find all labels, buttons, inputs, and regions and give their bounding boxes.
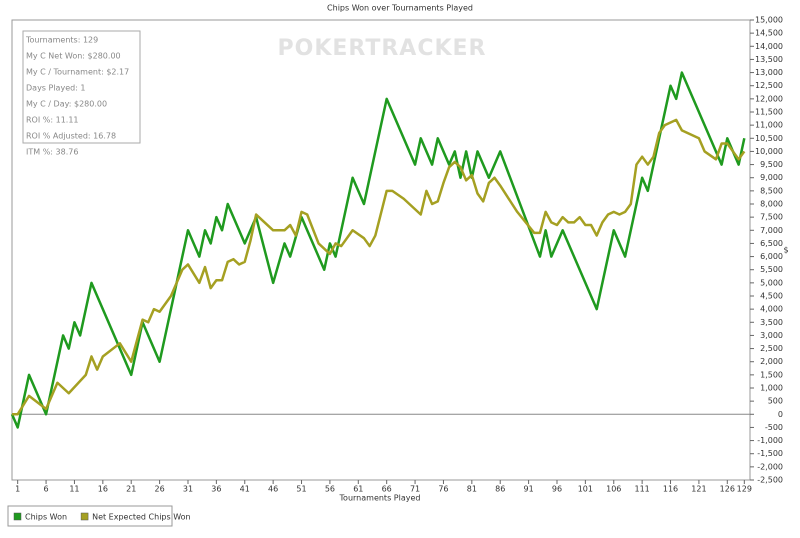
x-tick-label: 31 [183, 485, 193, 494]
x-axis-label: Tournaments Played [339, 494, 421, 503]
y-tick-label: 10,000 [755, 147, 783, 156]
info-line: My C / Day: $280.00 [26, 100, 107, 109]
x-tick-label: 66 [382, 485, 392, 494]
y-tick-label: 4,500 [760, 292, 783, 301]
info-line: My C / Tournament: $2.17 [26, 68, 129, 77]
y-tick-label: 10,500 [755, 134, 783, 143]
legend-swatch [13, 512, 22, 521]
y-tick-label: 7,000 [760, 226, 783, 235]
y-tick-label: 11,500 [755, 108, 783, 117]
y-tick-label: 7,500 [760, 213, 783, 222]
legend-swatch [80, 512, 89, 521]
x-tick-label: 111 [634, 485, 649, 494]
x-tick-label: 36 [211, 485, 221, 494]
y-tick-label: 1,500 [760, 370, 783, 379]
y-tick-label: -1,000 [757, 436, 783, 445]
y-tick-label: 3,000 [760, 331, 783, 340]
chart-title: Chips Won over Tournaments Played [327, 4, 473, 13]
y-tick-label: 4,000 [760, 305, 783, 314]
x-tick-label: 56 [325, 485, 335, 494]
x-tick-label: 81 [467, 485, 477, 494]
y-tick-label: 12,000 [755, 94, 783, 103]
plot-border [11, 19, 751, 481]
info-line: My C Net Won: $280.00 [26, 52, 121, 61]
y-tick-label: 5,000 [760, 278, 783, 287]
info-box [22, 30, 141, 144]
y-tick-label: 9,000 [760, 173, 783, 182]
y-tick-label: 12,500 [755, 81, 783, 90]
x-tick-label: 61 [353, 485, 363, 494]
x-tick-label: 96 [552, 485, 562, 494]
info-line: ITM %: 38.76 [26, 148, 78, 157]
y-tick-label: 1,000 [760, 384, 783, 393]
x-tick-label: 11 [69, 485, 79, 494]
series-line [10, 71, 746, 429]
y-axis-label: $ [783, 246, 788, 255]
y-tick-label: 6,500 [760, 239, 783, 248]
x-tick-label: 46 [268, 485, 278, 494]
watermark: POKERTRACKER [278, 36, 487, 61]
legend-label: Net Expected Chips Won [92, 513, 191, 522]
legend [7, 505, 173, 527]
x-tick-label: 101 [578, 485, 593, 494]
y-tick-label: 9,500 [760, 160, 783, 169]
x-tick-label: 26 [155, 485, 165, 494]
y-tick-label: 14,000 [755, 42, 783, 51]
x-tick-label: 6 [44, 485, 49, 494]
x-tick-label: 41 [240, 485, 250, 494]
x-tick-label: 116 [663, 485, 678, 494]
series-line [12, 118, 746, 416]
y-tick-label: 13,000 [755, 68, 783, 77]
y-tick-label: 2,000 [760, 357, 783, 366]
x-tick-label: 121 [691, 485, 706, 494]
y-tick-label: -2,000 [757, 462, 783, 471]
y-tick-label: 15,000 [755, 16, 783, 25]
x-tick-label: 51 [296, 485, 306, 494]
y-tick-label: 8,500 [760, 186, 783, 195]
x-tick-label: 129 [737, 485, 752, 494]
legend-label: Chips Won [25, 513, 67, 522]
info-line: Tournaments: 129 [25, 36, 98, 45]
info-line: ROI % Adjusted: 16.78 [26, 132, 116, 141]
info-line: ROI %: 11.11 [26, 116, 79, 125]
y-tick-label: 13,500 [755, 55, 783, 64]
x-tick-label: 76 [438, 485, 448, 494]
info-line: Days Played: 1 [26, 84, 86, 93]
x-tick-label: 21 [126, 485, 136, 494]
y-tick-label: 0 [778, 410, 783, 419]
y-tick-label: 2,500 [760, 344, 783, 353]
y-tick-label: 14,500 [755, 29, 783, 38]
x-tick-label: 86 [495, 485, 505, 494]
y-tick-label: 11,000 [755, 121, 783, 130]
x-tick-label: 71 [410, 485, 420, 494]
x-tick-label: 16 [98, 485, 108, 494]
x-tick-label: 1 [15, 485, 20, 494]
y-tick-label: 500 [768, 397, 783, 406]
y-tick-label: 3,500 [760, 318, 783, 327]
y-tick-label: 6,000 [760, 252, 783, 261]
y-tick-label: -2,500 [757, 476, 783, 485]
x-tick-label: 126 [720, 485, 735, 494]
y-tick-label: 8,000 [760, 200, 783, 209]
y-tick-label: 5,500 [760, 265, 783, 274]
x-tick-label: 91 [524, 485, 534, 494]
x-tick-label: 106 [606, 485, 621, 494]
y-tick-label: -500 [765, 423, 783, 432]
y-tick-label: -1,500 [757, 449, 783, 458]
